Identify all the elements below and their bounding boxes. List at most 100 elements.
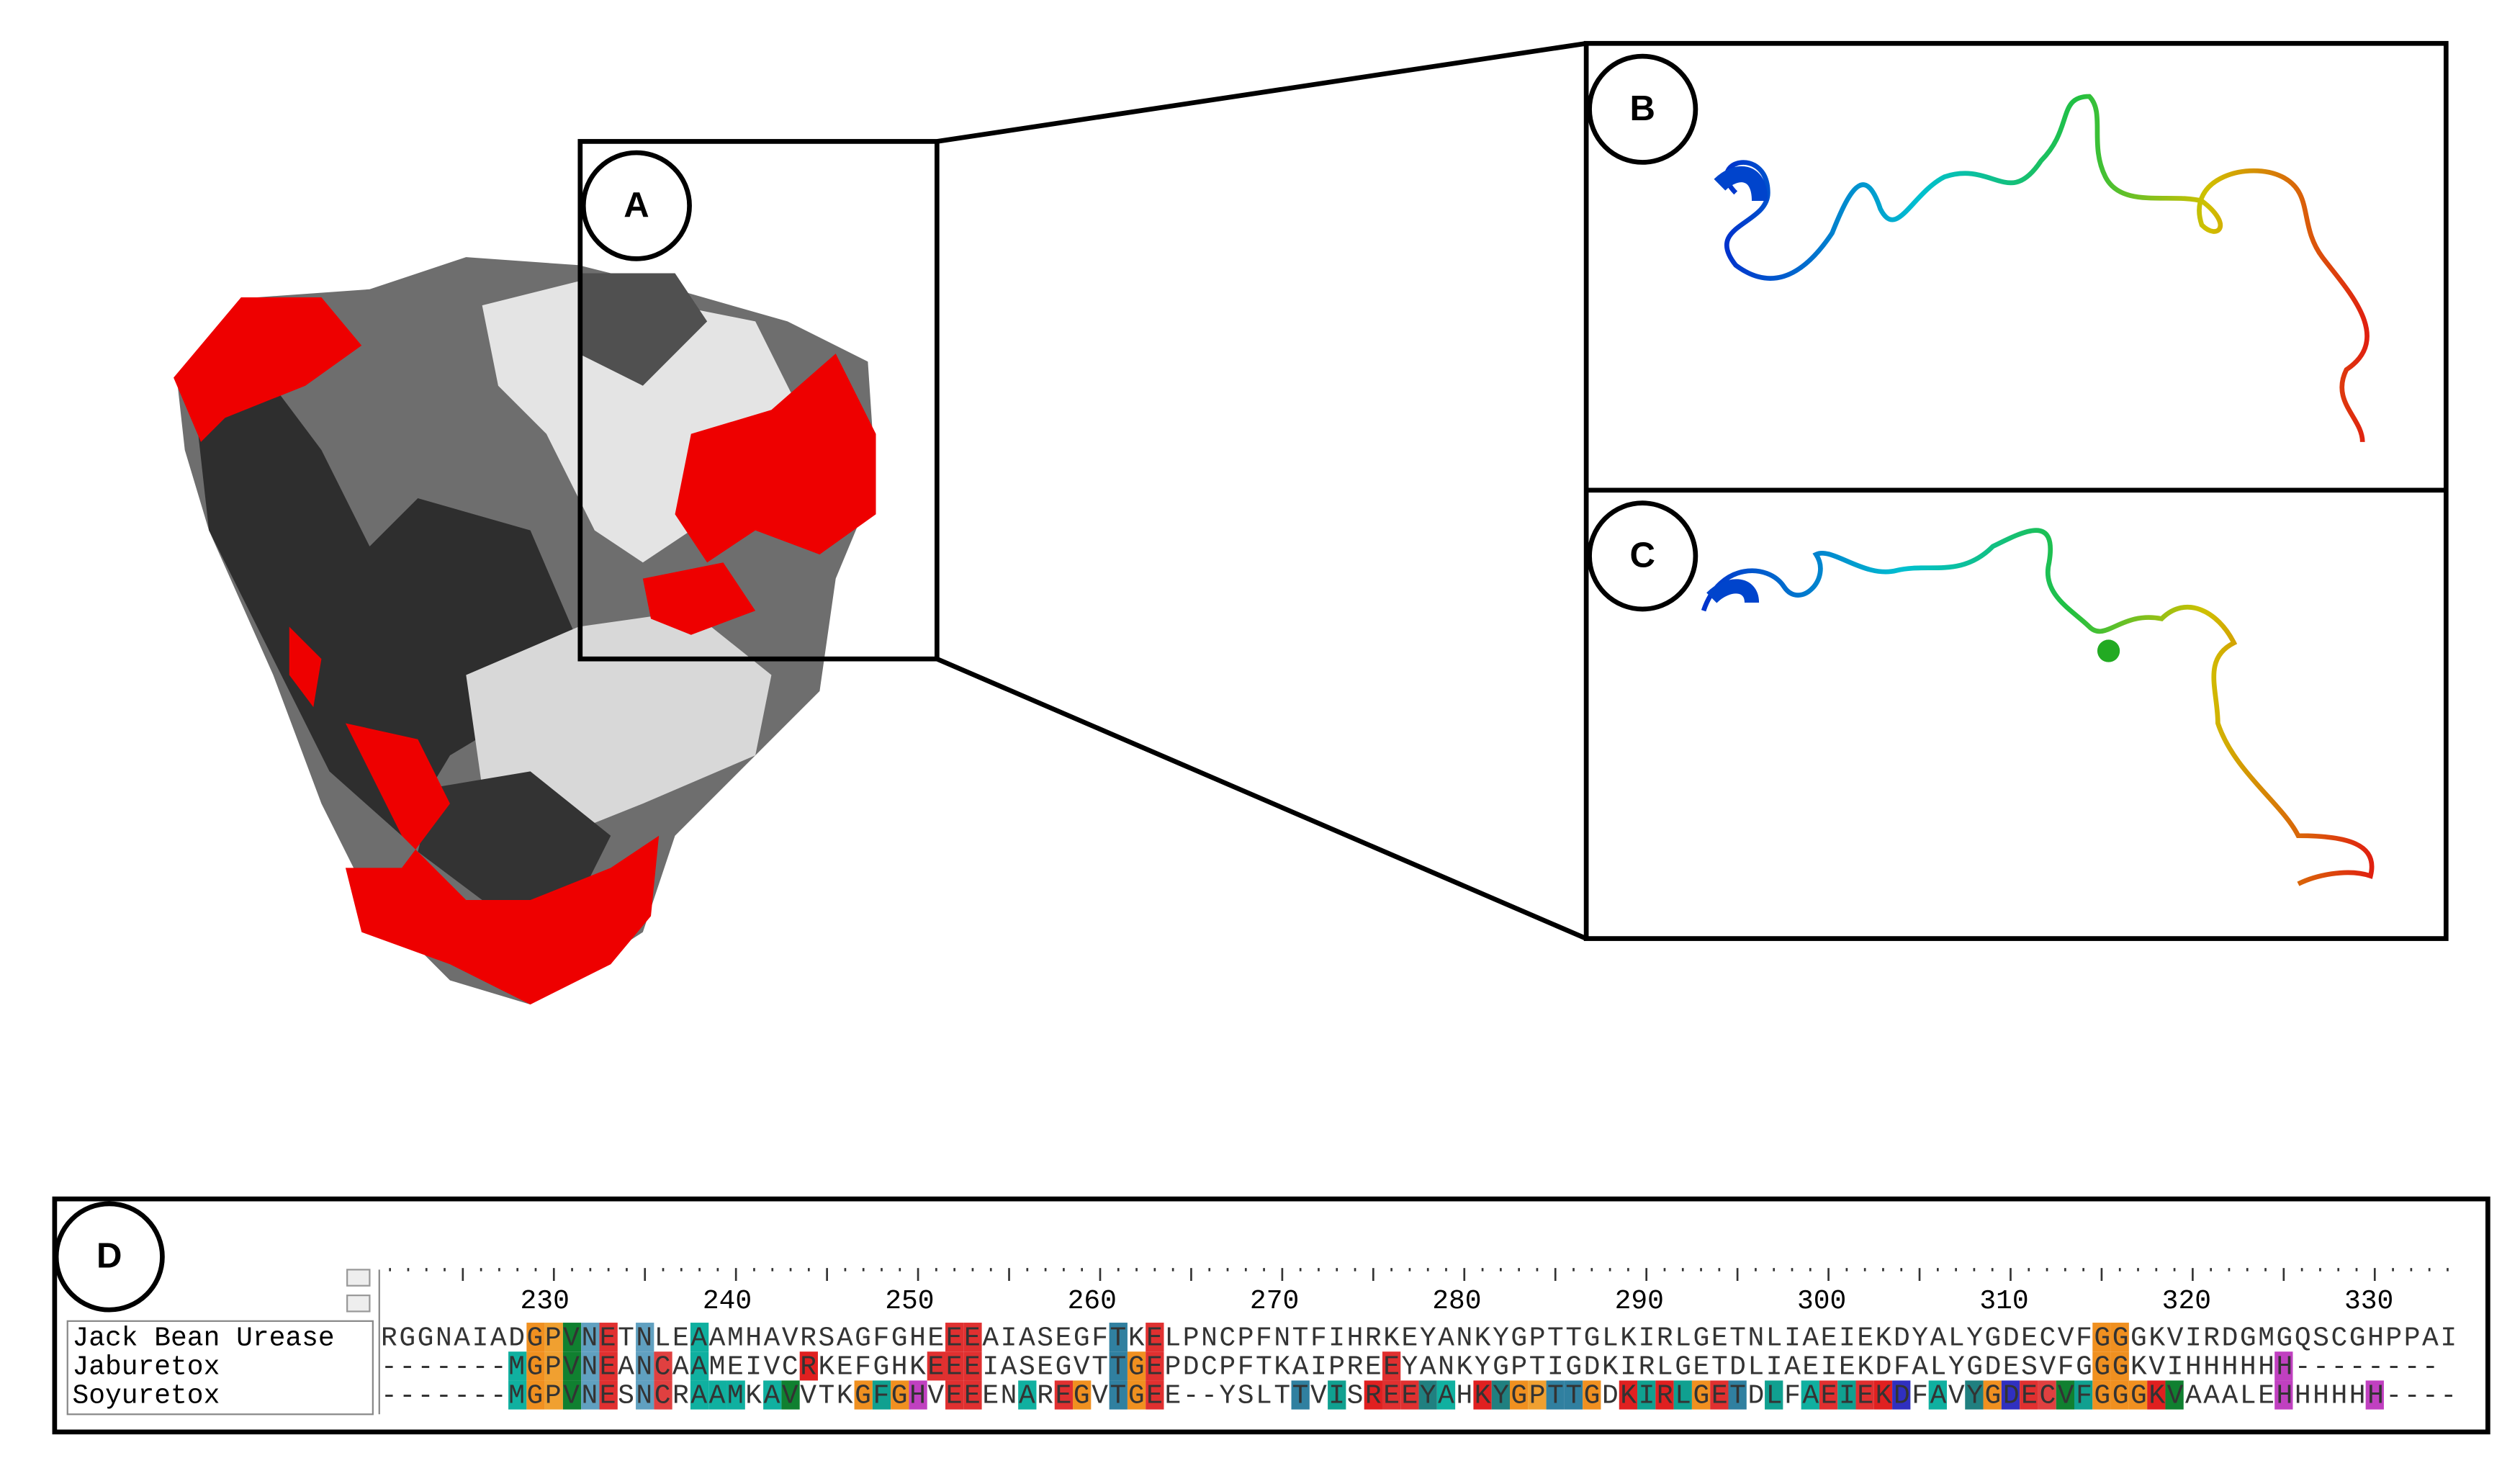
residue-highlight: [636, 1380, 654, 1410]
panel-label: D: [96, 1237, 122, 1276]
residue-highlight: [872, 1380, 891, 1410]
panel-label: B: [1630, 89, 1655, 128]
residue-highlight: [2147, 1380, 2166, 1410]
residue-highlight: [636, 1323, 654, 1352]
residue-highlight: [636, 1351, 654, 1381]
residue-highlight: [1018, 1380, 1037, 1410]
residue-highlight: [2092, 1351, 2111, 1381]
residue-highlight: [963, 1323, 982, 1352]
alignment-panel: D 230 240 250 260 270 280 290 300 310 320 330 Jack …: [52, 1196, 2490, 1435]
ruler-label: 300: [1797, 1286, 1846, 1317]
panel-label: A: [624, 186, 649, 225]
ruler-label: 270: [1250, 1286, 1299, 1317]
residue-highlight: [963, 1351, 982, 1381]
residue-highlight: [927, 1351, 946, 1381]
sequence-name: Soyuretox: [72, 1381, 220, 1412]
residue-highlight: [1710, 1380, 1729, 1410]
residue-highlight: [1109, 1351, 1128, 1381]
residue-highlight: [508, 1351, 527, 1381]
residue-highlight: [2092, 1380, 2111, 1410]
residue-highlight: [708, 1380, 727, 1410]
residue-highlight: [2038, 1380, 2056, 1410]
residue-highlight: [1109, 1380, 1128, 1410]
residue-highlight: [1382, 1380, 1401, 1410]
residue-highlight: [1873, 1380, 1893, 1410]
residue-highlight: [2020, 1380, 2038, 1410]
sequence: -------MGPVNEANCAAMEIVCRKEFGHKEEEIASEGVT…: [381, 1351, 2439, 1382]
residue-highlight: [1073, 1380, 1092, 1410]
residue-highlight: [1382, 1351, 1401, 1381]
residue-highlight: [945, 1380, 964, 1410]
ruler-label: 280: [1432, 1286, 1481, 1317]
residue-highlight: [1983, 1380, 2002, 1410]
residue-highlight: [1054, 1380, 1074, 1410]
residue-highlight: [799, 1351, 818, 1381]
residue-highlight: [526, 1351, 545, 1381]
residue-highlight: [690, 1323, 709, 1352]
residue-highlight: [599, 1380, 618, 1410]
ribbon-b: [1714, 94, 2370, 443]
sequence-name: Jack Bean Urease: [72, 1323, 334, 1354]
residue-highlight: [654, 1380, 672, 1410]
urease-surface: [174, 257, 876, 1005]
residue-highlight: [654, 1351, 672, 1381]
residue-highlight: [1491, 1380, 1511, 1410]
residue-highlight: [1892, 1380, 1911, 1410]
residue-highlight: [1855, 1380, 1874, 1410]
ruler-label: 290: [1615, 1286, 1664, 1317]
residue-highlight: [562, 1351, 582, 1381]
residue-highlight: [1655, 1380, 1674, 1410]
residue-highlight: [599, 1351, 618, 1381]
residue-highlight: [2274, 1380, 2293, 1410]
ribbon-c: [1701, 528, 2375, 886]
residue-highlight: [1127, 1351, 1146, 1381]
residue-highlight: [1691, 1380, 1711, 1410]
residue-highlight: [763, 1380, 782, 1410]
residue-highlight: [891, 1380, 909, 1410]
residue-highlight: [781, 1380, 800, 1410]
residue-highlight: [1965, 1380, 1984, 1410]
panel-labels: A B C: [580, 53, 1698, 612]
residue-highlight: [1546, 1380, 1565, 1410]
residue-highlight: [2092, 1323, 2111, 1352]
residue-highlight: [909, 1380, 927, 1410]
ruler-label: 310: [1979, 1286, 2028, 1317]
residue-highlight: [2128, 1380, 2148, 1410]
residue-highlight: [544, 1380, 563, 1410]
residue-highlight: [562, 1380, 582, 1410]
residue-highlight: [1364, 1380, 1382, 1410]
ruler-label: 320: [2162, 1286, 2211, 1317]
residue-highlight: [2001, 1380, 2020, 1410]
residue-highlight: [1328, 1380, 1346, 1410]
residue-highlight: [1583, 1380, 1601, 1410]
residue-highlight: [1928, 1380, 1947, 1410]
residue-highlight: [1418, 1380, 1437, 1410]
residue-highlight: [1146, 1380, 1164, 1410]
residue-highlight: [2110, 1351, 2129, 1381]
residue-highlight: [1564, 1380, 1583, 1410]
residue-highlight: [2274, 1351, 2293, 1381]
ruler-label: 260: [1068, 1286, 1117, 1317]
residue-highlight: [526, 1380, 545, 1410]
residue-highlight: [1127, 1380, 1146, 1410]
panel-label: C: [1630, 536, 1655, 575]
residue-highlight: [581, 1323, 600, 1352]
residue-highlight: [2110, 1323, 2129, 1352]
residue-highlight: [526, 1323, 545, 1352]
residue-highlight: [1801, 1380, 1819, 1410]
residue-highlight: [1765, 1380, 1783, 1410]
sequence-name: Jaburetox: [72, 1351, 220, 1382]
ruler-label: 230: [521, 1286, 570, 1317]
residue-highlight: [562, 1323, 582, 1352]
zoom-guides: [577, 40, 2449, 941]
residue-highlight: [945, 1323, 964, 1352]
residue-highlight: [945, 1351, 964, 1381]
ruler-label: 240: [703, 1286, 752, 1317]
residue-highlight: [2110, 1380, 2129, 1410]
residue-highlight: [2365, 1380, 2384, 1410]
residue-highlight: [1819, 1380, 1838, 1410]
residue-highlight: [1146, 1351, 1164, 1381]
residue-highlight: [1109, 1323, 1128, 1352]
